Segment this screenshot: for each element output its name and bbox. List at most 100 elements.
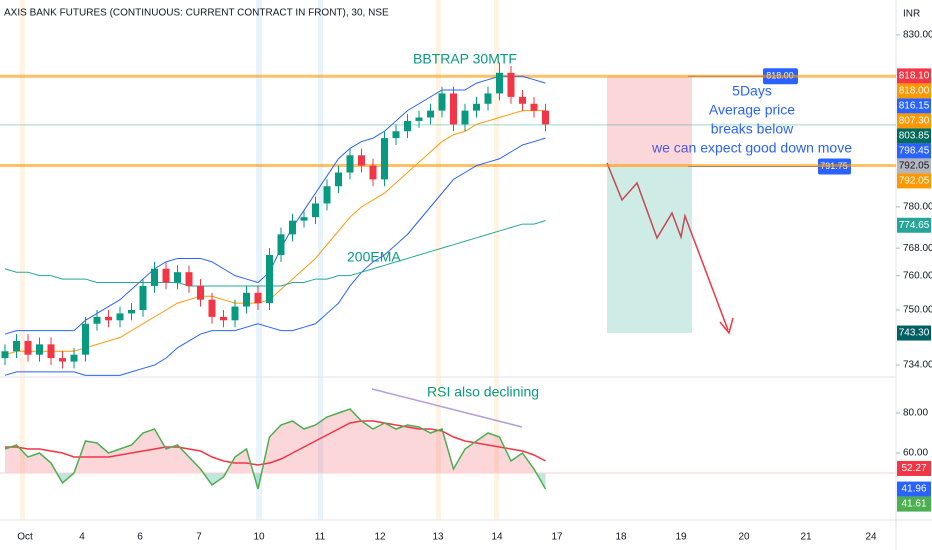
- candle-body: [24, 340, 32, 355]
- y-tick-label: 768.00: [903, 243, 932, 254]
- x-tick-label: 24: [865, 532, 877, 543]
- candle-body: [105, 316, 112, 321]
- x-tick-label: 14: [491, 532, 503, 543]
- candle-body: [93, 316, 101, 324]
- price-badge-label: 743.30: [899, 328, 930, 339]
- candle-body: [243, 292, 250, 307]
- price-badge: [897, 98, 931, 114]
- price-badge-label: 803.85: [899, 131, 930, 142]
- rsi-ma-line: [5, 420, 546, 466]
- candle-body: [254, 292, 262, 304]
- x-tick-label: 7: [196, 532, 202, 543]
- candle-body: [542, 110, 549, 125]
- price-badge: [897, 460, 931, 476]
- stripe: [256, 0, 262, 520]
- rsi-note: RSI also declining: [427, 384, 539, 400]
- price-badge-label: 798.45: [899, 146, 930, 157]
- x-tick-label: 11: [315, 532, 326, 543]
- x-tick-label: 4: [79, 532, 85, 543]
- y-tick-label: 750.00: [903, 305, 932, 316]
- rsi-tick-label: 60.00: [903, 448, 928, 459]
- candle-body: [185, 272, 193, 286]
- candle-body: [450, 93, 457, 125]
- stripe: [20, 0, 25, 520]
- rsi-fill-up: [5, 409, 546, 473]
- price-badge: [897, 68, 931, 84]
- price-badge: [897, 481, 931, 497]
- projection-path: [606, 162, 729, 331]
- candle-body: [139, 285, 147, 310]
- candle-body: [289, 220, 296, 235]
- price-badge: [897, 158, 931, 174]
- candle-body: [36, 344, 43, 355]
- x-tick-label: 18: [615, 532, 627, 543]
- rsi-fill-down: [5, 473, 546, 489]
- candle-body: [47, 344, 55, 359]
- price-badge: [897, 128, 931, 144]
- note-line: we can expect good down move: [651, 140, 852, 156]
- x-tick-label: 12: [374, 532, 386, 543]
- candle-body: [116, 313, 124, 321]
- candle-body: [266, 255, 273, 304]
- price-badge-label: 818.00: [899, 86, 930, 97]
- candle-body: [151, 268, 158, 286]
- candle-body: [404, 120, 411, 132]
- price-badge: [897, 83, 931, 99]
- candle-body: [1, 351, 9, 359]
- candle-body: [174, 272, 181, 283]
- candle-body: [335, 172, 342, 187]
- candle-body: [220, 316, 227, 321]
- price-badge: [897, 143, 931, 159]
- candle-body: [530, 103, 538, 111]
- overlay-line: [4, 110, 546, 356]
- note-line: Average price: [709, 102, 795, 118]
- price-badge: [897, 496, 931, 512]
- price-badge-label: 792.05: [899, 176, 930, 187]
- price-badge: [897, 173, 931, 189]
- candle-body: [427, 110, 434, 118]
- candle-body: [59, 358, 66, 362]
- session-stripes: [20, 0, 499, 520]
- stripe: [494, 0, 499, 520]
- candle-body: [312, 203, 319, 218]
- candle-body: [496, 72, 503, 94]
- candle-body: [369, 165, 377, 180]
- candle-body: [358, 155, 365, 166]
- y-tick-label: 830.00: [903, 30, 932, 41]
- price-badge-label: 807.30: [899, 116, 930, 127]
- x-tick-label: 6: [137, 532, 143, 543]
- price-badge: [897, 113, 931, 129]
- overlay-line: [4, 220, 546, 287]
- target-zone: [607, 166, 692, 334]
- candle-body: [128, 310, 135, 314]
- price-badge-label: 792.05: [899, 161, 930, 172]
- price-badge: [897, 217, 931, 233]
- y-tick-label: 760.00: [903, 270, 932, 281]
- currency: INR: [903, 9, 920, 20]
- x-tick-label: 19: [675, 532, 687, 543]
- candle-body: [277, 234, 285, 255]
- chart-title: AXIS BANK FUTURES (CONTINUOUS: CURRENT C…: [4, 8, 389, 19]
- note-line: breaks below: [711, 121, 794, 137]
- rsi-tick-label: 80.00: [903, 408, 928, 419]
- candle-body: [323, 186, 331, 204]
- stop-zone: [607, 76, 692, 167]
- x-tick-label: 21: [800, 532, 812, 543]
- candle-body: [197, 285, 204, 300]
- y-tick-label: 734.00: [903, 360, 932, 371]
- price-badge-label: 41.61: [901, 499, 926, 510]
- x-tick-label: 10: [253, 532, 265, 543]
- price-badge-label: 816.15: [899, 101, 930, 112]
- candle-body: [381, 138, 388, 180]
- note: 5Days Average price breaks below we can exp…: [651, 83, 852, 156]
- candle-body: [208, 299, 216, 317]
- candle-body: [70, 354, 78, 362]
- pattern-label: BBTRAP 30MTF: [413, 51, 517, 67]
- overlay-line: [4, 75, 546, 335]
- price-badge-label: 52.27: [901, 463, 926, 474]
- x-tick-label: 17: [551, 532, 563, 543]
- candle-body: [162, 268, 170, 283]
- candle-body: [507, 72, 515, 97]
- rsi-line: [4, 408, 547, 490]
